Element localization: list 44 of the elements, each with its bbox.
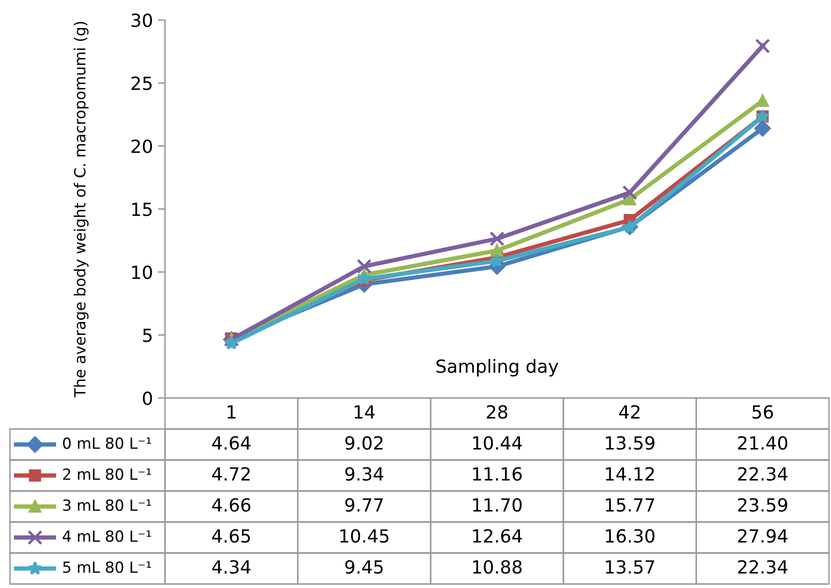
data-label: 14.12 xyxy=(606,467,654,480)
data-label: 27.94 xyxy=(738,529,788,543)
data-label: 4.65 xyxy=(212,529,250,543)
data-label: 9.77 xyxy=(345,498,383,512)
data-label: 23.59 xyxy=(738,498,788,512)
x-tick-label: 56 xyxy=(752,405,773,419)
data-label: 4.64 xyxy=(212,436,250,450)
x-tick-label: 14 xyxy=(354,405,375,418)
x-tick-label: 42 xyxy=(619,405,640,418)
data-label: 9.45 xyxy=(345,560,383,574)
y-tick-label: 20 xyxy=(132,139,152,154)
data-label: 4.34 xyxy=(212,560,250,574)
data-label: 16.30 xyxy=(606,529,654,543)
legend-label: 4 mL 80 L⁻¹ xyxy=(62,530,151,542)
data-label: 9.34 xyxy=(345,467,384,481)
data-label: 4.72 xyxy=(212,467,250,480)
data-label: 10.88 xyxy=(473,560,522,574)
data-label: 9.02 xyxy=(345,436,382,450)
y-tick-label: 10 xyxy=(132,265,152,280)
x-tick-label: 28 xyxy=(486,405,508,419)
data-label: 11.16 xyxy=(473,467,522,481)
y-tick-label: 5 xyxy=(143,328,152,342)
data-label: 22.34 xyxy=(738,560,788,574)
data-label: 15.77 xyxy=(606,498,654,512)
data-label: 10.44 xyxy=(473,436,522,450)
data-label: 13.57 xyxy=(606,560,654,574)
data-label: 10.45 xyxy=(340,529,388,543)
y-tick-label: 0 xyxy=(142,391,152,406)
y-tick-label: 15 xyxy=(132,202,152,216)
y-tick-label: 25 xyxy=(132,76,152,90)
y-tick-label: 30 xyxy=(132,13,152,28)
data-label: 13.59 xyxy=(606,436,654,450)
x-axis-title: Sampling day xyxy=(436,359,558,376)
data-label: 12.64 xyxy=(473,529,522,543)
y-axis-title: The average body weight of C. macropomumi (g) xyxy=(74,22,89,398)
data-label: 4.66 xyxy=(212,498,250,512)
legend-label: 2 mL 80 L⁻¹ xyxy=(63,468,151,480)
legend-label: 0 mL 80 L⁻¹ xyxy=(63,437,151,449)
legend-label: 5 mL 80 L⁻¹ xyxy=(63,561,151,573)
x-tick-label: 1 xyxy=(228,405,236,418)
legend-label: 3 mL 80 L⁻¹ xyxy=(63,499,151,511)
data-label: 11.70 xyxy=(473,498,522,512)
data-label: 21.40 xyxy=(738,436,788,450)
data-label: 22.34 xyxy=(738,467,788,481)
